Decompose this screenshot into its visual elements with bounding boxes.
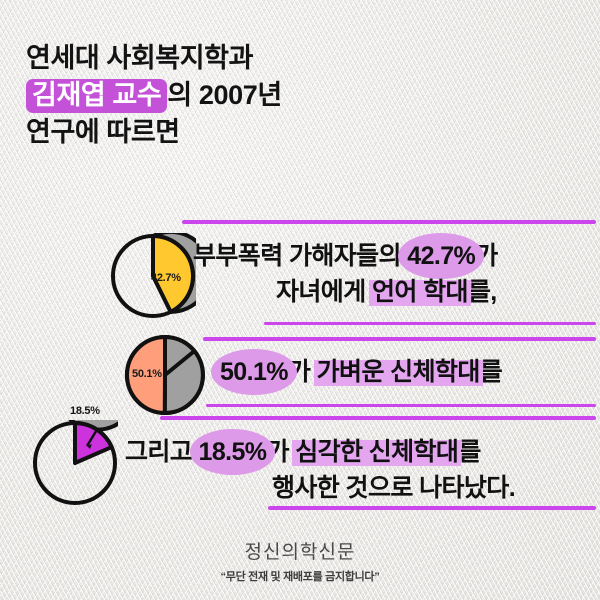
statement-2-abuse-type: 가벼운 신체학대	[313, 354, 483, 390]
pie-leader-line	[85, 427, 100, 447]
statement-1-pre: 부부폭력 가해자들의	[193, 242, 408, 270]
pie-leader-arrow	[87, 444, 92, 449]
pie-label-verbal-abuse: 42.7%	[151, 272, 181, 284]
divider-line-3	[203, 337, 596, 341]
professor-name-highlight: 김재엽 교수	[26, 79, 168, 113]
statement-1-abuse-type: 언어 학대	[368, 274, 471, 310]
title-line-1: 연세대 사회복지학과	[26, 43, 254, 73]
statement-1-percent: 42.7%	[398, 233, 485, 279]
pie-chart-severe-physical-abuse: 18.5%	[32, 347, 140, 506]
footer: 정신의학신문 “무단 전재 및 재배포를 금지합니다”	[0, 537, 600, 584]
statement-2-line-1: 50.1%가 가벼운 신체학대를	[211, 349, 503, 395]
divider-line-5	[160, 416, 596, 420]
statement-2-percent: 50.1%	[211, 349, 297, 395]
title-block: 연세대 사회복지학과 김재엽 교수 의 2007년 연구에 따르면	[26, 40, 446, 151]
statement-1-line-1: 부부폭력 가해자들의 42.7%가	[193, 233, 498, 279]
title-line-3: 연구에 따르면	[26, 117, 180, 147]
statement-1-line2-post: 를,	[467, 278, 497, 306]
pie-label-severe-physical-abuse: 18.5%	[70, 405, 100, 417]
title-line-2: 김재엽 교수 의 2007년	[26, 77, 446, 114]
statement-3-percent: 18.5%	[189, 429, 276, 475]
statement-3-post: 를	[458, 438, 481, 466]
statement-3-pre: 그리고	[125, 438, 199, 466]
statement-3-line-2: 행사한 것으로 나타났다.	[272, 474, 516, 502]
divider-line-4	[206, 404, 596, 407]
pie-label-mild-physical-abuse: 50.1%	[132, 368, 162, 380]
footer-brand: 정신의학신문	[244, 542, 356, 563]
statement-3-abuse-type: 심각한 신체학대	[292, 434, 462, 470]
pie-chart-mild-physical-abuse: 50.1%	[124, 334, 206, 416]
statement-2-post: 를	[479, 358, 503, 386]
statement-3-line-1: 그리고 18.5%가 심각한 신체학대를	[125, 429, 481, 475]
pie-chart-verbal-abuse: 42.7%	[110, 229, 213, 319]
footer-copyright-note: “무단 전재 및 재배포를 금지합니다”	[220, 571, 380, 583]
pie-outline	[111, 234, 195, 318]
pie-mild-abuse-svg	[124, 334, 205, 416]
underline-final	[268, 506, 596, 510]
title-line-2-rest: 의 2007년	[167, 80, 282, 110]
divider-line-1	[182, 220, 596, 224]
divider-line-2	[264, 322, 596, 325]
statement-1-line2-pre: 자녀에게	[276, 278, 372, 306]
pie-outline	[33, 421, 117, 505]
pie-inner-divider	[163, 349, 197, 377]
statement-1-line-2: 자녀에게 언어 학대를,	[276, 274, 497, 310]
pie-slice-other	[162, 335, 205, 416]
pie-outline	[125, 335, 205, 415]
pie-leader-line-svg	[85, 427, 100, 449]
